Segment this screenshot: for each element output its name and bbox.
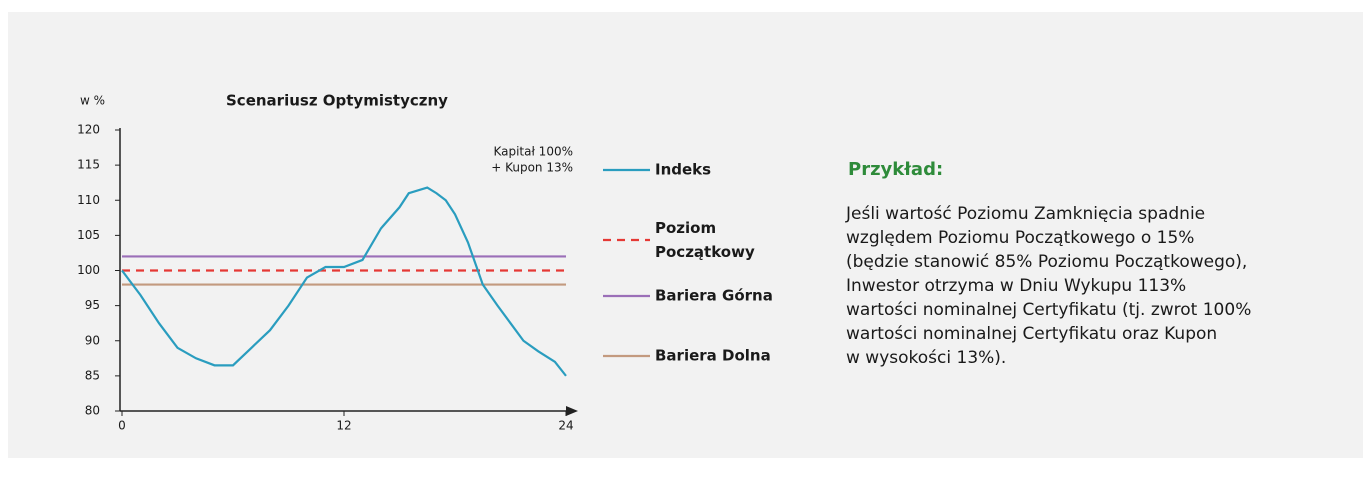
example-text: Jeśli wartość Poziomu Zamknięcia spadnie — [845, 204, 1205, 224]
annotation: Kapitał 100% — [493, 145, 573, 159]
example-text: względem Poziomu Początkowego o 15% — [846, 228, 1194, 248]
x-axis-arrow — [566, 406, 578, 416]
legend-label: Bariera Dolna — [655, 347, 771, 365]
example-heading: Przykład: — [848, 159, 943, 180]
background — [8, 12, 1363, 458]
y-tick-label: 85 — [85, 368, 100, 382]
y-axis-label: w % — [80, 94, 105, 108]
example-text: wartości nominalnej Certyfikatu oraz Kup… — [846, 324, 1217, 344]
chart-title: Scenariusz Optymistyczny — [226, 92, 448, 110]
example-text: Inwestor otrzyma w Dniu Wykupu 113% — [846, 276, 1186, 296]
y-tick-label: 95 — [85, 298, 100, 312]
example-text: wartości nominalnej Certyfikatu (tj. zwr… — [846, 300, 1251, 320]
example-text: (będzie stanowić 85% Poziomu Początkoweg… — [846, 252, 1247, 272]
x-tick-label: 24 — [558, 419, 573, 433]
y-tick-label: 115 — [77, 158, 100, 172]
y-tick-label: 90 — [85, 333, 100, 347]
y-tick-label: 105 — [77, 228, 100, 242]
y-tick-label: 100 — [77, 263, 100, 277]
legend-label: Bariera Górna — [655, 287, 773, 305]
y-tick-label: 120 — [77, 123, 100, 137]
legend-label: Indeks — [655, 161, 711, 179]
example-text: w wysokości 13%). — [846, 348, 1006, 368]
y-tick-label: 80 — [85, 404, 100, 418]
y-tick-label: 110 — [77, 193, 100, 207]
annotation: + Kupon 13% — [491, 161, 573, 175]
x-tick-label: 0 — [118, 419, 126, 433]
series-line — [121, 186, 567, 377]
x-tick-label: 12 — [336, 419, 351, 433]
legend-label: Poziom Początkowy — [655, 219, 755, 261]
